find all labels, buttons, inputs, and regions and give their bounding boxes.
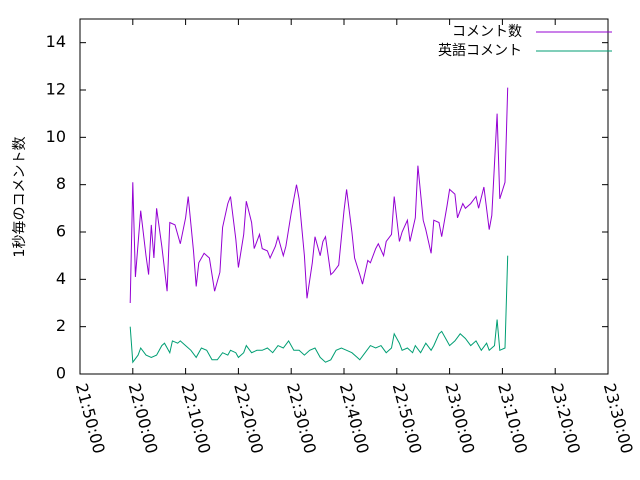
x-tick-label: 23:20:00 <box>547 381 584 455</box>
legend-label: コメント数 <box>452 24 522 40</box>
x-tick-label: 22:00:00 <box>125 381 162 455</box>
y-tick-label: 2 <box>56 316 66 335</box>
x-tick-label: 22:20:00 <box>230 381 267 455</box>
plot-border <box>79 18 609 375</box>
y-tick-label: 8 <box>56 174 66 193</box>
y-tick-label: 4 <box>56 269 66 288</box>
plot-frame <box>79 18 609 375</box>
x-tick-label: 22:40:00 <box>336 381 373 455</box>
x-tick-label: 22:50:00 <box>389 381 426 455</box>
series-lines <box>129 87 509 364</box>
y-axis-label: 1秒毎のコメント数 <box>12 137 28 258</box>
y-tick-label: 14 <box>46 32 66 51</box>
x-tick-label: 23:00:00 <box>441 381 478 455</box>
x-tick-label: 22:30:00 <box>283 381 320 455</box>
x-axis-ticks: 21:50:00 22:00:00 22:10:00 22:20:00 22:30:00… <box>72 19 637 456</box>
series-line-2 <box>129 255 509 364</box>
y-axis-ticks: 0 2 4 6 8 10 12 14 <box>46 32 608 383</box>
x-tick-label: 22:10:00 <box>177 381 214 455</box>
x-tick-label: 23:10:00 <box>494 381 531 455</box>
x-tick-label: 21:50:00 <box>72 381 109 455</box>
y-tick-label: 0 <box>56 364 66 383</box>
y-tick-label: 10 <box>46 127 66 146</box>
legend-label: 英語コメント <box>438 42 522 59</box>
y-tick-label: 12 <box>46 80 66 99</box>
series-line-1 <box>129 87 509 304</box>
x-tick-label: 23:30:00 <box>600 381 637 455</box>
y-tick-label: 6 <box>56 222 66 241</box>
